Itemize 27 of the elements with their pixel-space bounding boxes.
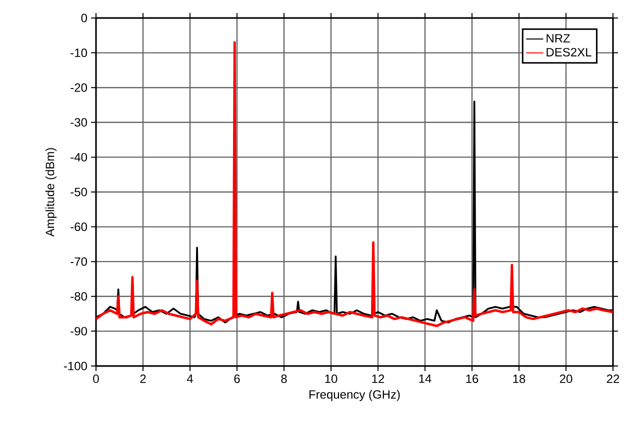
y-tick-label: -70 bbox=[70, 257, 88, 266]
y-tick-label: -80 bbox=[70, 292, 88, 301]
x-tick-label: 16 bbox=[466, 374, 478, 384]
x-tick-label: 20 bbox=[560, 374, 572, 384]
y-axis-title: Amplitude (dBm) bbox=[45, 148, 57, 237]
y-tick-label: -40 bbox=[70, 152, 88, 162]
y-tick-label: -90 bbox=[70, 326, 88, 336]
x-tick-label: 12 bbox=[372, 374, 384, 383]
y-tick-label: -60 bbox=[70, 222, 88, 232]
y-tick-label: 0 bbox=[81, 14, 88, 22]
x-tick-label: 18 bbox=[513, 374, 526, 384]
x-tick-label: 22 bbox=[606, 374, 620, 383]
x-tick-label: 4 bbox=[186, 374, 193, 383]
x-tick-label: 0 bbox=[93, 374, 99, 384]
x-tick-label: 14 bbox=[419, 374, 432, 383]
y-tick-label: -10 bbox=[70, 48, 88, 58]
legend-label: DES2XL bbox=[546, 48, 592, 56]
x-axis-title: Frequency (GHz) bbox=[309, 390, 400, 402]
y-tick-label: -100 bbox=[64, 362, 88, 370]
x-tick-label: 8 bbox=[281, 374, 287, 384]
x-tick-label: 2 bbox=[140, 374, 146, 383]
y-tick-label: -50 bbox=[70, 188, 88, 196]
x-tick-label: 6 bbox=[234, 374, 240, 384]
x-tick-label: 10 bbox=[325, 374, 338, 384]
legend-label: NRZ bbox=[546, 34, 570, 42]
y-tick-label: -30 bbox=[70, 118, 88, 127]
y-tick-label: -20 bbox=[70, 83, 88, 92]
